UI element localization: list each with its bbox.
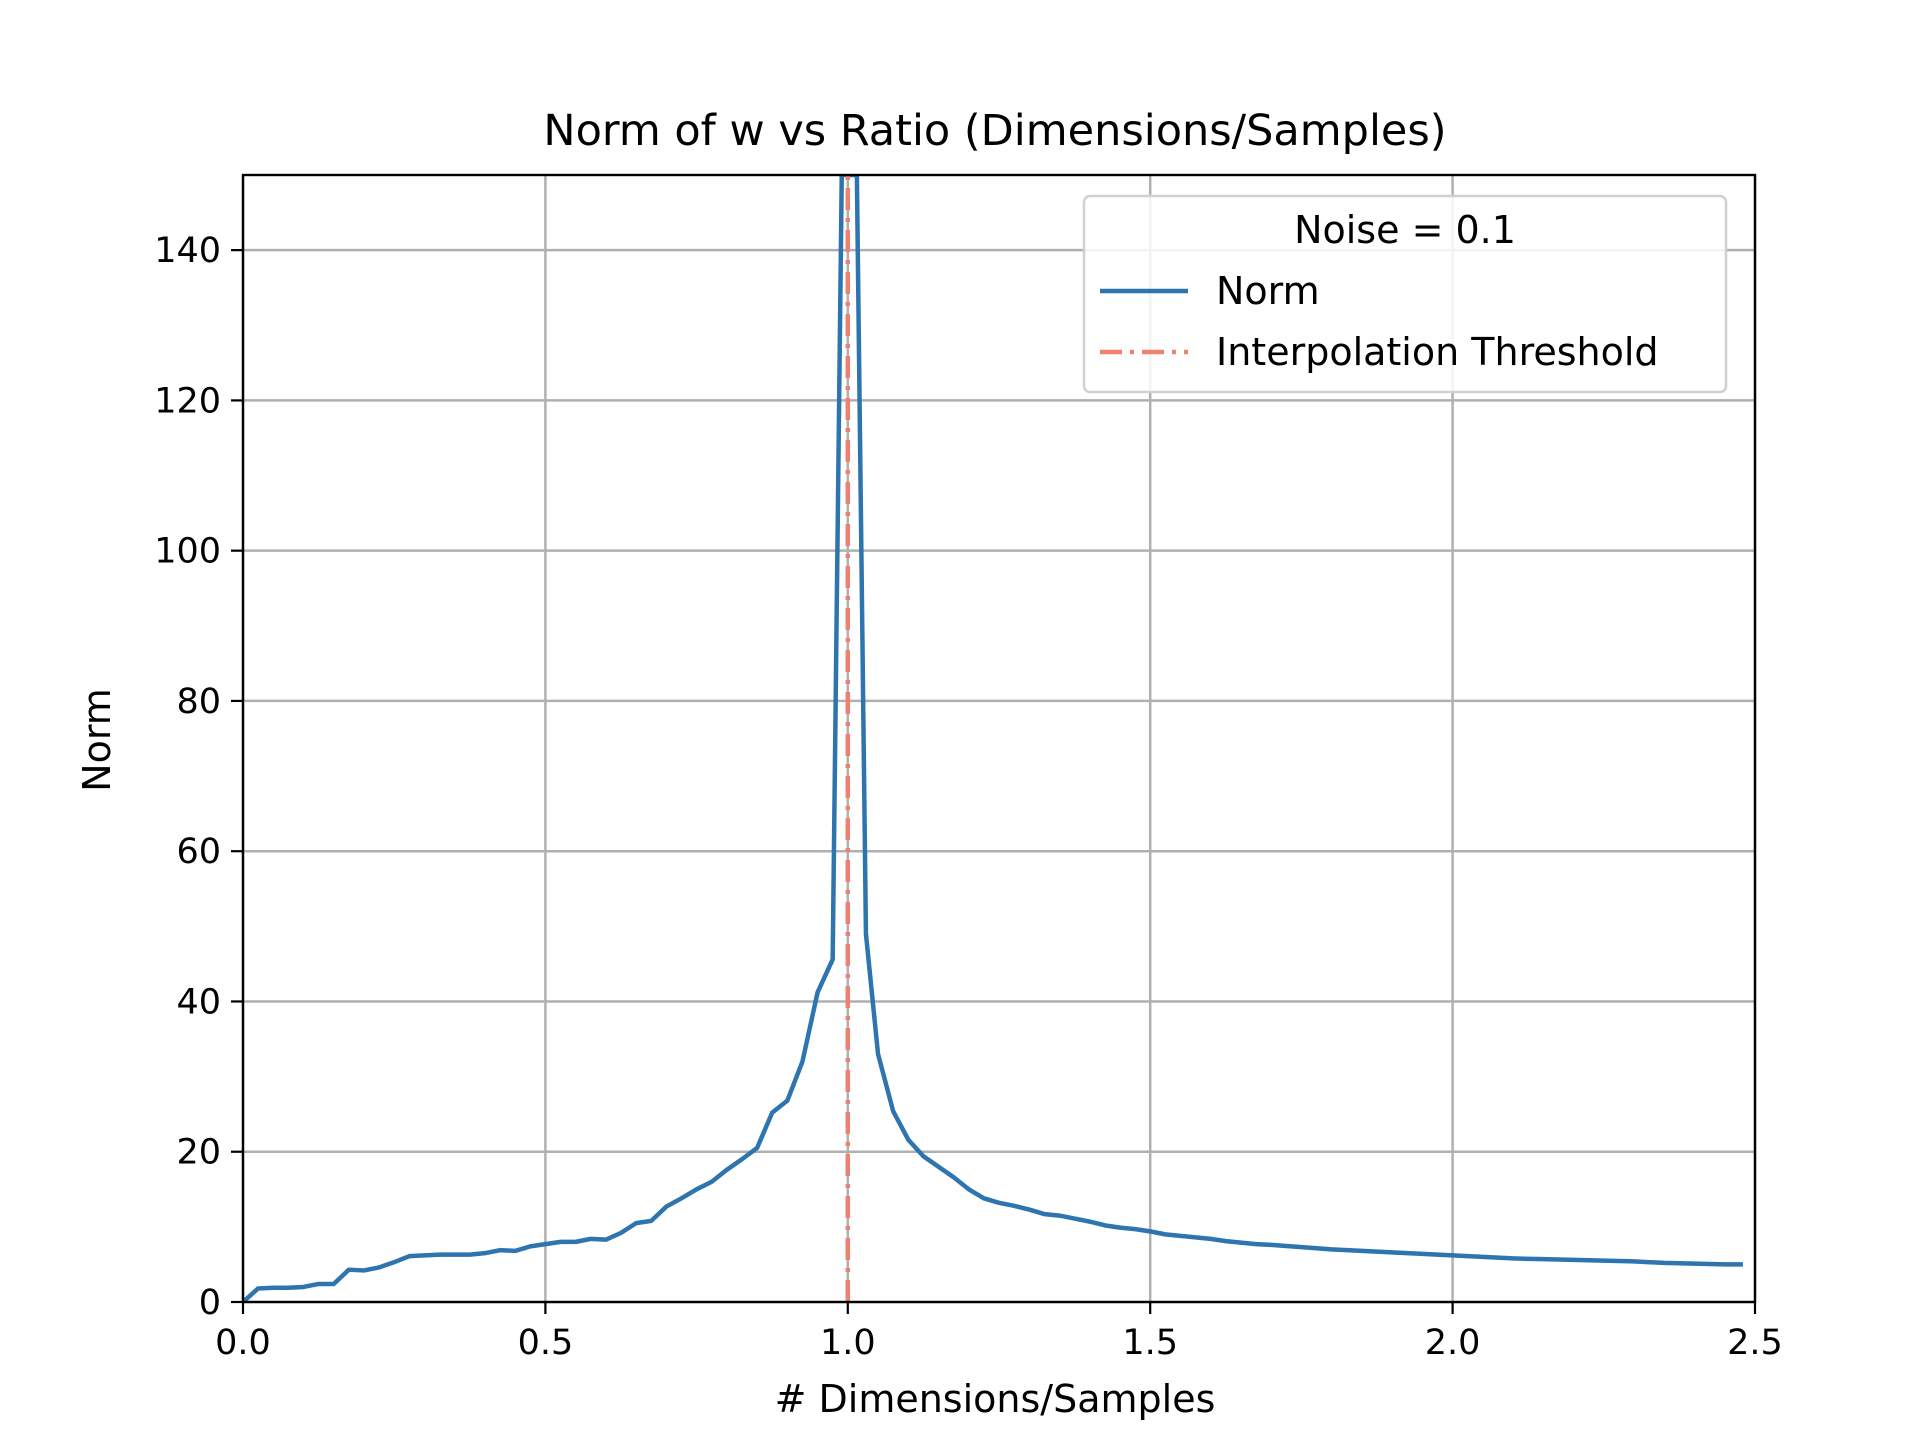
x-tick-label: 1.0: [820, 1323, 876, 1363]
x-tick-label: 2.5: [1727, 1323, 1783, 1363]
y-tick-label: 80: [176, 682, 221, 722]
chart-title: Norm of w vs Ratio (Dimensions/Samples): [543, 106, 1446, 156]
legend-label-norm: Norm: [1216, 269, 1320, 313]
x-tick-label: 0.5: [518, 1323, 574, 1363]
x-tick-label: 2.0: [1425, 1323, 1481, 1363]
y-tick-label: 140: [154, 231, 221, 271]
legend-box: [1082, 194, 1728, 394]
y-tick-label: 40: [176, 982, 221, 1022]
series-line-norm: [243, 175, 1743, 1302]
y-tick-label: 100: [154, 532, 221, 572]
x-tick-label: 1.5: [1122, 1323, 1178, 1363]
y-axis-label: Norm: [75, 688, 119, 792]
y-tick-label: 120: [154, 381, 221, 421]
legend: Noise = 0.1 Norm Interpolation Threshold: [1082, 194, 1728, 394]
x-tick-label: 0.0: [215, 1323, 271, 1363]
y-tick-label: 0: [199, 1283, 221, 1323]
plot-series: [243, 175, 1743, 1302]
axes-frame: [241, 173, 1757, 1304]
legend-label-threshold: Interpolation Threshold: [1216, 330, 1659, 374]
y-tick-label: 20: [176, 1133, 221, 1173]
y-tick-label: 60: [176, 832, 221, 872]
legend-title: Noise = 0.1: [1294, 208, 1516, 252]
axis-ticks: 0.0 0.5 1.0 1.5 2.0 2.5 0 20 40 60 80 100 120 140: [154, 231, 1783, 1363]
x-axis-label: # Dimensions/Samples: [775, 1377, 1216, 1421]
